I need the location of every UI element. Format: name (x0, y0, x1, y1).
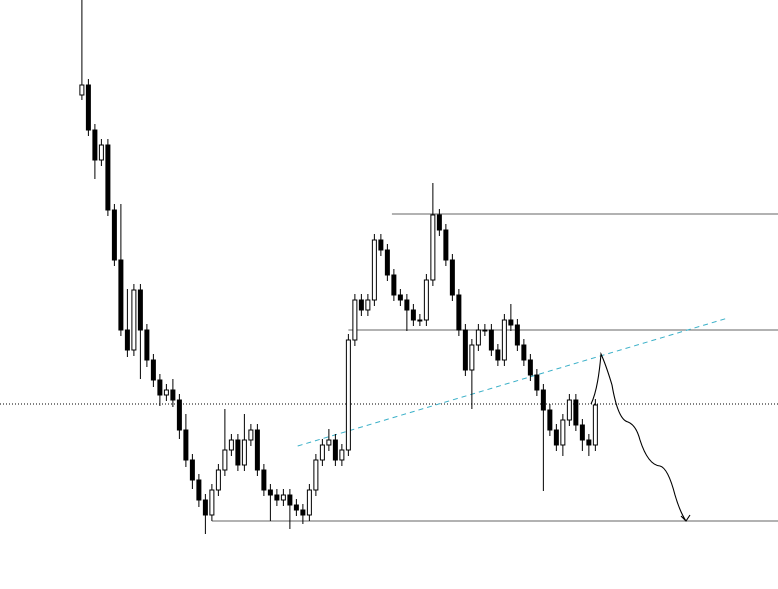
candle-body (241, 439, 247, 466)
candle-body (287, 494, 293, 506)
candle-body (85, 84, 91, 131)
candle-body (189, 459, 195, 481)
candle-body (391, 274, 397, 296)
candle-body (469, 344, 475, 371)
candle-body (163, 389, 169, 396)
candle-body (417, 319, 423, 322)
candle-body (514, 324, 520, 346)
candle-body (475, 329, 481, 346)
candle-body (92, 129, 98, 161)
candle-body (488, 329, 494, 351)
candle-body (430, 214, 436, 281)
candle-body (306, 489, 312, 516)
candle-body (365, 299, 371, 311)
candle-body (495, 349, 501, 361)
candle-body (131, 289, 137, 351)
candle-body (280, 494, 286, 501)
candle-body (183, 429, 189, 461)
candle-body (124, 329, 130, 351)
candle-body (449, 259, 455, 296)
candle-body (501, 319, 507, 361)
candle-body (267, 489, 273, 496)
candle-body (176, 399, 182, 431)
candle-body (378, 239, 384, 251)
candle-body (254, 429, 260, 471)
candle-body (436, 214, 442, 231)
candle-body (235, 439, 241, 466)
candle-body (326, 439, 332, 446)
candle-body (144, 329, 150, 361)
candle-body (118, 259, 124, 331)
candle-body (579, 424, 585, 441)
candle-body (222, 449, 228, 471)
candle-body (261, 469, 267, 491)
candle-body (456, 294, 462, 331)
candle-body (345, 339, 351, 451)
candle-body (573, 399, 579, 426)
candle-body (384, 249, 390, 276)
candle-body (293, 504, 299, 511)
candle-body (586, 439, 592, 446)
candle-body (540, 389, 546, 411)
candle-body (137, 289, 143, 331)
candle-body (547, 409, 553, 431)
candle-body (527, 359, 533, 376)
candle-body (521, 344, 527, 361)
candle-body (404, 299, 410, 311)
candle-body (228, 439, 234, 451)
candle-body (105, 144, 111, 211)
candle-body (443, 229, 449, 261)
candle-body (566, 399, 572, 421)
candle-body (423, 279, 429, 321)
trendline (297, 317, 729, 447)
candle-body (508, 319, 514, 326)
candle-body (170, 389, 176, 401)
projection-arrow (590, 351, 691, 522)
candle-body (111, 209, 117, 261)
candle-body (202, 499, 208, 516)
candle-body (534, 374, 540, 391)
candle-body (358, 299, 364, 311)
candle-body (157, 379, 163, 396)
candle-body (592, 404, 598, 446)
candle-body (150, 359, 156, 381)
candle-body (274, 494, 280, 501)
candle-body (196, 479, 202, 501)
candle-body (410, 309, 416, 321)
candle-body (300, 509, 306, 516)
candle-body (560, 419, 566, 446)
candle-body (462, 329, 468, 371)
candle-body (313, 459, 319, 491)
candle-body (209, 489, 215, 516)
candle-body (352, 299, 358, 341)
candle-body (332, 439, 338, 461)
candle-body (215, 469, 221, 491)
candle-body (248, 429, 254, 441)
candle-body (397, 294, 403, 301)
candle-body (371, 239, 377, 301)
candle-body (339, 449, 345, 461)
candle-body (79, 84, 85, 96)
candle-body (482, 329, 488, 332)
candle-body (98, 144, 104, 161)
candle-body (553, 429, 559, 446)
candle-body (319, 444, 325, 461)
